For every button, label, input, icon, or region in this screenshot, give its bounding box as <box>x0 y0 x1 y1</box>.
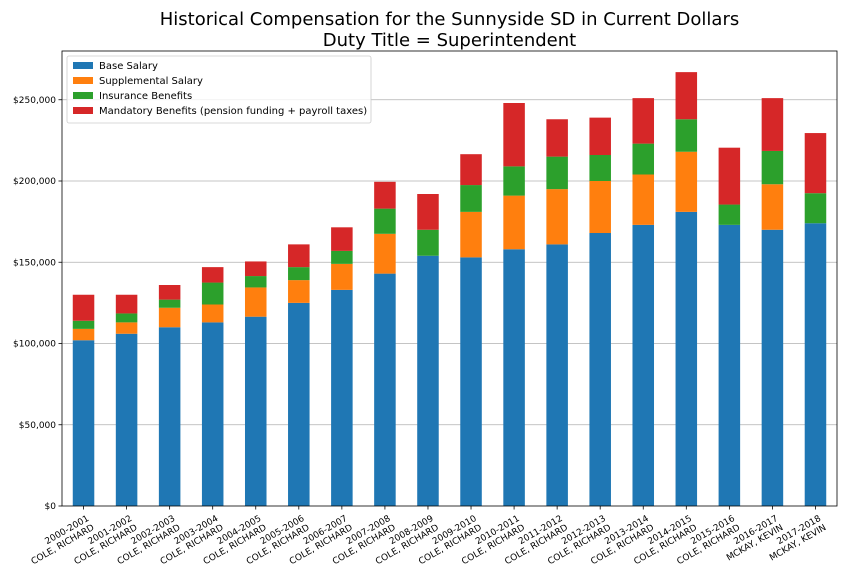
bar-segment-mandatory-14 <box>632 98 655 144</box>
bar-segment-mandatory-1 <box>72 294 95 321</box>
bar-segment-supplemental-17 <box>761 184 784 230</box>
bar-segment-mandatory-10 <box>460 154 482 186</box>
bar-segment-supplemental-5 <box>244 287 267 317</box>
legend-swatch <box>73 107 93 114</box>
bar-segment-supplemental-1 <box>72 328 95 341</box>
bar-segment-base-8 <box>374 273 396 506</box>
legend-swatch <box>73 62 93 69</box>
bar-segment-mandatory-11 <box>503 103 525 167</box>
bar-segment-base-17 <box>761 229 784 506</box>
y-tick-label: $100,000 <box>13 340 56 350</box>
bar-segment-base-4 <box>201 322 224 506</box>
bar-segment-base-12 <box>546 244 568 506</box>
legend-swatch <box>73 92 93 99</box>
bar-segment-supplemental-10 <box>460 211 482 258</box>
bar-segment-supplemental-12 <box>546 189 568 245</box>
bar-segment-supplemental-11 <box>503 195 525 250</box>
chart-title-line-2: Duty Title = Superintendent <box>323 30 576 51</box>
bar-segment-base-16 <box>718 224 741 506</box>
bar-segment-mandatory-12 <box>546 119 568 157</box>
legend: Base Salary Supplemental Salary Insurance … <box>66 55 372 124</box>
legend-swatch <box>73 77 93 84</box>
bar-segment-insurance-2 <box>115 313 138 323</box>
axes <box>61 50 838 507</box>
bar-segment-base-3 <box>158 327 181 506</box>
legend-label: Base Salary <box>99 61 158 72</box>
bar-segment-base-1 <box>72 340 95 506</box>
bar-segment-insurance-13 <box>589 155 611 181</box>
bar-segment-supplemental-2 <box>115 322 138 334</box>
bar-segment-base-11 <box>503 249 525 506</box>
bar-segment-insurance-1 <box>72 320 95 329</box>
bar-segment-base-7 <box>331 289 353 506</box>
bar-segment-supplemental-13 <box>589 181 611 233</box>
y-tick-label: $0 <box>45 502 57 512</box>
bar-segment-base-10 <box>460 257 482 506</box>
bar-segment-mandatory-13 <box>589 117 611 155</box>
bar-segment-mandatory-16 <box>718 147 741 205</box>
bar-segment-supplemental-8 <box>374 233 396 274</box>
bar-segment-insurance-6 <box>288 267 310 281</box>
bar-segment-insurance-17 <box>761 150 784 185</box>
bar-segment-mandatory-15 <box>675 72 698 120</box>
bar-segment-mandatory-4 <box>201 267 224 283</box>
bar-segment-insurance-4 <box>201 282 224 305</box>
legend-label: Supplemental Salary <box>99 76 203 87</box>
bar-segment-mandatory-7 <box>331 227 353 251</box>
bar-segment-mandatory-17 <box>761 98 784 151</box>
bar-segment-insurance-11 <box>503 166 525 196</box>
bar-segment-supplemental-14 <box>632 174 655 225</box>
bar-segment-insurance-3 <box>158 299 181 308</box>
bar-segment-base-5 <box>244 316 267 506</box>
legend-label: Mandatory Benefits (pension funding + pa… <box>99 106 367 117</box>
bar-segment-supplemental-4 <box>201 304 224 323</box>
bar-segment-insurance-8 <box>374 208 396 234</box>
y-tick-label: $150,000 <box>13 258 56 268</box>
bar-segment-mandatory-9 <box>417 194 439 230</box>
bar-segment-base-6 <box>288 302 310 506</box>
bar-segment-mandatory-2 <box>115 294 138 314</box>
bar-segment-supplemental-15 <box>675 151 698 212</box>
bar-segment-base-9 <box>417 255 439 506</box>
bar-segment-insurance-7 <box>331 250 353 264</box>
bar-segment-base-13 <box>589 233 611 506</box>
bar-segment-insurance-10 <box>460 185 482 212</box>
bar-segment-mandatory-5 <box>244 261 267 277</box>
bar-segment-insurance-9 <box>417 229 439 256</box>
legend-label: Insurance Benefits <box>99 91 192 102</box>
bar-segment-base-18 <box>804 223 827 506</box>
bar-segment-insurance-14 <box>632 143 655 175</box>
bar-segment-insurance-5 <box>244 276 267 288</box>
bar-segment-supplemental-6 <box>288 280 310 303</box>
bar-segment-mandatory-3 <box>158 285 181 300</box>
bar-segment-base-15 <box>675 211 698 506</box>
bar-segment-mandatory-18 <box>804 133 827 194</box>
bar-segment-insurance-18 <box>804 193 827 224</box>
bar-segment-mandatory-6 <box>288 244 310 268</box>
y-tick-label: $250,000 <box>13 96 56 106</box>
chart-title-line-1: Historical Compensation for the Sunnysid… <box>160 9 739 30</box>
bar-segment-supplemental-7 <box>331 263 353 290</box>
legend-box <box>66 55 372 124</box>
plot-frame <box>61 50 838 507</box>
bars <box>72 72 827 506</box>
bar-segment-supplemental-3 <box>158 307 181 328</box>
bar-segment-insurance-16 <box>718 204 741 225</box>
y-tick-label: $200,000 <box>13 177 56 187</box>
bar-segment-insurance-12 <box>546 156 568 190</box>
bar-segment-base-14 <box>632 224 655 506</box>
bar-segment-base-2 <box>115 333 138 506</box>
bar-segment-mandatory-8 <box>374 181 396 209</box>
y-axis-ticks: $0 $50,000 $100,000 $150,000 $200,000 $250,00… <box>13 96 62 512</box>
bar-segment-insurance-15 <box>675 119 698 152</box>
y-tick-label: $50,000 <box>19 421 56 431</box>
